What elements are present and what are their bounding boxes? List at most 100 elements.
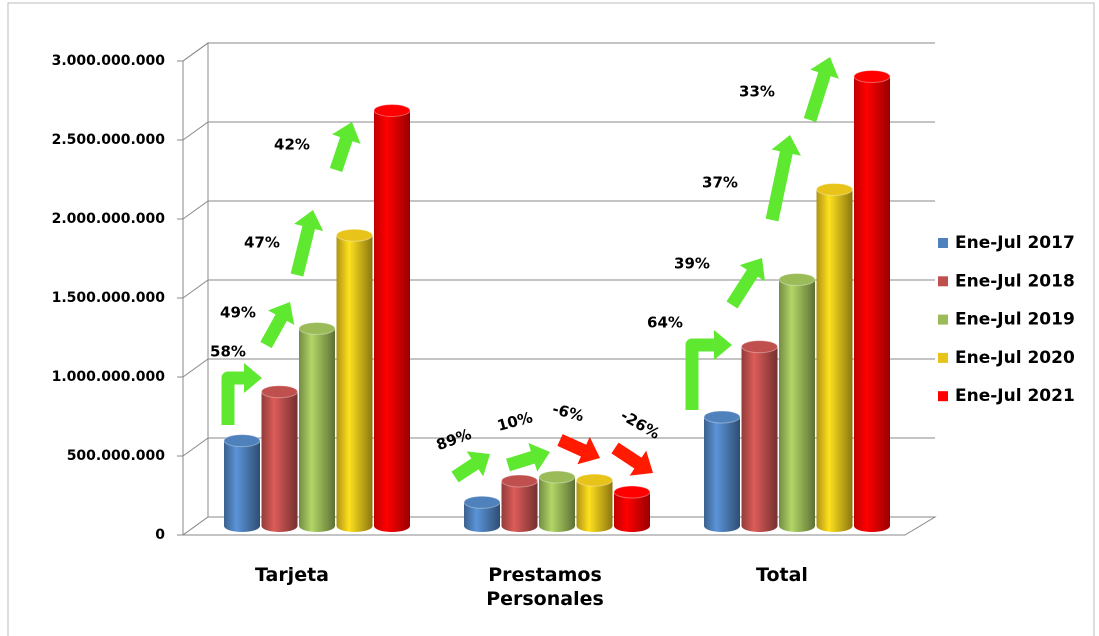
bar-top (778, 273, 816, 287)
growth-arrow (451, 456, 482, 483)
growth-arrow (685, 338, 718, 410)
growth-arrow-head (739, 258, 765, 282)
frame (7, 2, 1095, 636)
growth-arrow (726, 266, 760, 309)
y-tick-label: 2.000.000.000 (52, 211, 166, 227)
bar-body (224, 440, 260, 532)
bar-body (704, 416, 740, 532)
growth-label: 64% (647, 314, 683, 332)
growth-arrow (557, 434, 590, 459)
legend-swatch (938, 314, 948, 325)
grid-line (182, 200, 935, 220)
bar-body (816, 189, 853, 532)
bar-top (223, 434, 261, 448)
bar-body (336, 235, 373, 532)
growth-arrow (765, 147, 794, 222)
bar (703, 410, 741, 532)
bar (613, 485, 651, 532)
y-tick-label: 500.000.000 (67, 448, 166, 464)
grid-line (182, 42, 935, 62)
bar (778, 273, 816, 532)
bar-top (501, 474, 538, 488)
bar-body (501, 480, 538, 532)
bar (261, 385, 298, 532)
legend-label: Ene-Jul 2020 (955, 348, 1075, 368)
bar (741, 340, 778, 532)
growth-arrow (506, 449, 539, 472)
bar-body (741, 346, 778, 532)
growth-arrow (611, 442, 645, 471)
growth-arrow (290, 222, 316, 277)
growth-arrow-head (244, 363, 262, 393)
growth-arrow (260, 311, 289, 349)
y-tick-label: 1.500.000.000 (52, 290, 166, 306)
growth-label: 89% (434, 425, 474, 454)
bar (463, 495, 501, 532)
legend-label: Ene-Jul 2021 (955, 386, 1075, 406)
bar (223, 434, 261, 532)
bar-top (336, 228, 373, 242)
growth-label: 47% (244, 234, 280, 252)
bar (373, 103, 411, 533)
bar-top (538, 470, 576, 484)
grid-line (182, 437, 935, 457)
bar-body (539, 477, 575, 532)
growth-arrow (329, 133, 354, 173)
legend-swatch (938, 352, 948, 363)
growth-label: 58% (210, 343, 246, 361)
bar-top (816, 182, 853, 196)
bar-body (464, 502, 500, 532)
bar-body (779, 279, 815, 532)
bar-top (853, 69, 891, 83)
legend-swatch (938, 238, 948, 248)
bar (853, 69, 891, 533)
bar (298, 322, 336, 532)
legend-label: Ene-Jul 2017 (955, 233, 1075, 253)
bar-top (261, 385, 298, 399)
growth-label: -26% (618, 406, 663, 443)
grid-line (182, 279, 935, 299)
growth-arrow-head (810, 57, 839, 79)
y-tick-label: 2.500.000.000 (52, 132, 166, 148)
legend-swatch (938, 276, 948, 287)
bar (538, 470, 576, 532)
bar-body (576, 480, 613, 532)
bar-top (741, 340, 778, 354)
bar (336, 228, 373, 532)
growth-label: 39% (674, 255, 710, 273)
growth-arrow-head (771, 135, 801, 156)
legend-label: Ene-Jul 2019 (955, 310, 1075, 330)
bar-top (298, 322, 336, 335)
growth-arrow-head (528, 442, 550, 472)
legend-label: Ene-Jul 2018 (955, 271, 1075, 291)
growth-label: 10% (495, 408, 534, 435)
bar-body (614, 492, 650, 532)
bar (816, 182, 853, 532)
bar-body (854, 76, 890, 533)
growth-arrow-head (268, 302, 295, 326)
growth-arrow-head (714, 330, 732, 360)
growth-arrow-head (577, 436, 600, 465)
growth-label: 33% (739, 83, 775, 101)
y-tick-label: 1.000.000.000 (52, 369, 166, 385)
bar (576, 473, 613, 532)
bar (501, 474, 538, 532)
growth-label: 49% (220, 304, 256, 322)
grid-line (182, 121, 935, 141)
bar-body (299, 328, 335, 532)
growth-label: -6% (550, 400, 585, 426)
growth-arrow-head (294, 210, 324, 232)
bar-top (613, 485, 651, 499)
growth-arrow-head (332, 122, 361, 144)
x-tick-label: Total (756, 564, 808, 586)
x-tick-label: Tarjeta (254, 564, 329, 586)
growth-arrow (803, 68, 832, 122)
bar-top (373, 103, 411, 117)
growth-arrow-head (629, 450, 653, 476)
bar-body (374, 110, 410, 533)
growth-label: 37% (702, 174, 738, 192)
bar-top (703, 410, 741, 424)
y-tick-label: 3.000.000.000 (52, 53, 166, 69)
